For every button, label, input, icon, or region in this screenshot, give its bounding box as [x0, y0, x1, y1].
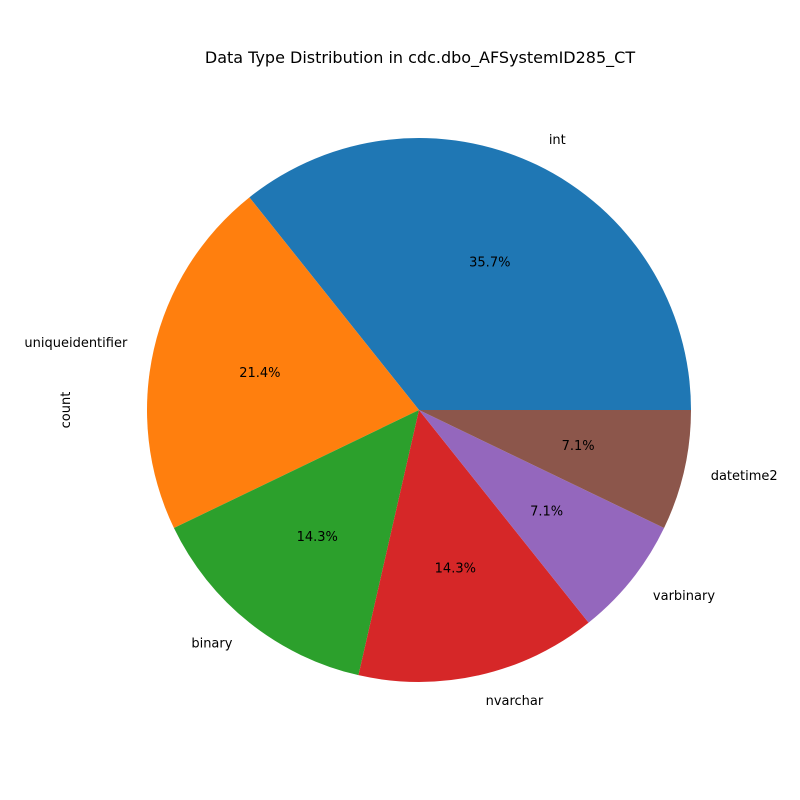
- slice-label-uniqueidentifier: uniqueidentifier: [24, 336, 128, 351]
- pie-slices: [146, 137, 692, 683]
- slice-label-binary: binary: [191, 636, 232, 651]
- slice-label-int: int: [549, 133, 566, 148]
- slice-label-varbinary: varbinary: [653, 589, 715, 604]
- pie-slice-nvarchar: [358, 410, 589, 683]
- pie-labels: int 35.7% uniqueidentifier 21.4% binary 14.3%…: [24, 133, 777, 709]
- pie-slice-datetime2: [419, 410, 692, 529]
- slice-percent-binary: 14.3%: [297, 530, 338, 545]
- pie-slice-varbinary: [419, 410, 665, 623]
- slice-percent-int: 35.7%: [469, 255, 510, 270]
- slice-label-nvarchar: nvarchar: [486, 694, 544, 709]
- slice-percent-uniqueidentifier: 21.4%: [239, 366, 280, 381]
- chart-title: Data Type Distribution in cdc.dbo_AFSyst…: [205, 48, 635, 68]
- slice-percent-nvarchar: 14.3%: [435, 562, 476, 577]
- slice-percent-datetime2: 7.1%: [562, 439, 595, 454]
- pie-slice-int: [249, 137, 691, 410]
- pie-slice-binary: [173, 410, 419, 676]
- pie-slice-uniqueidentifier: [146, 197, 419, 529]
- y-axis-label: count: [59, 392, 74, 429]
- slice-label-datetime2: datetime2: [711, 469, 778, 484]
- slice-percent-varbinary: 7.1%: [530, 504, 563, 519]
